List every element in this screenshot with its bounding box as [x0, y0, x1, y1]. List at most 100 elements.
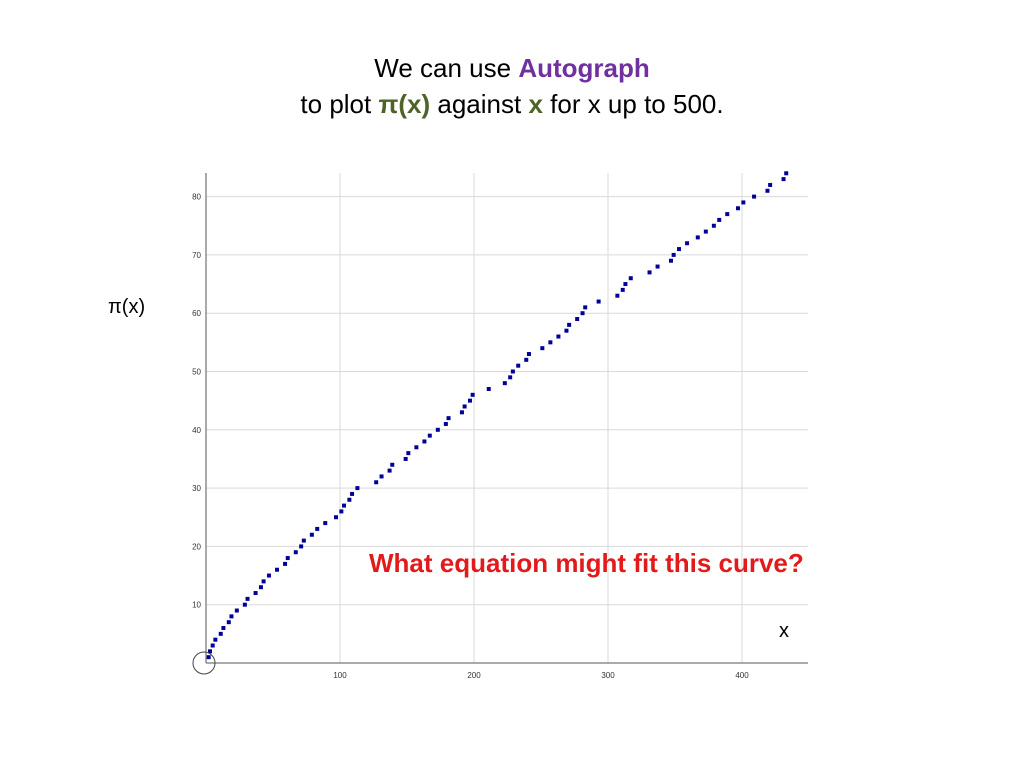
- data-point: [768, 182, 773, 187]
- data-point: [208, 649, 213, 654]
- data-point: [510, 369, 515, 374]
- data-point: [486, 386, 491, 391]
- data-point: [339, 509, 344, 514]
- data-point: [435, 427, 440, 432]
- data-point: [253, 591, 258, 596]
- data-point: [261, 579, 266, 584]
- y-tick-label: 60: [192, 309, 201, 318]
- data-point: [285, 556, 290, 561]
- data-point: [784, 171, 789, 176]
- data-point: [347, 497, 352, 502]
- data-point: [725, 212, 730, 217]
- data-point: [446, 416, 451, 421]
- data-point: [467, 398, 472, 403]
- title-text-2b: against: [430, 89, 529, 119]
- autograph-highlight: Autograph: [518, 53, 650, 83]
- data-point: [695, 235, 700, 240]
- data-point: [556, 334, 561, 339]
- data-point: [735, 206, 740, 211]
- data-point: [210, 643, 215, 648]
- data-point: [671, 252, 676, 257]
- x-axis-label: x: [779, 620, 789, 642]
- data-point: [647, 270, 652, 275]
- data-point: [355, 486, 360, 491]
- title-line-1: We can use Autograph: [0, 50, 1024, 86]
- data-point: [575, 317, 580, 322]
- data-point: [301, 538, 306, 543]
- data-point: [526, 352, 531, 357]
- origin-circle-marker: [192, 651, 216, 675]
- data-point: [266, 573, 271, 578]
- y-tick-label: 30: [192, 484, 201, 493]
- data-point: [752, 194, 757, 199]
- data-point: [245, 596, 250, 601]
- data-point: [414, 445, 419, 450]
- data-point: [221, 626, 226, 631]
- data-point: [677, 247, 682, 252]
- y-tick-label: 40: [192, 426, 201, 435]
- data-point: [406, 451, 411, 456]
- data-point: [427, 433, 432, 438]
- data-point: [516, 363, 521, 368]
- y-tick-label: 80: [192, 193, 201, 202]
- data-point: [422, 439, 427, 444]
- question-text: What equation might fit this curve?: [369, 548, 804, 578]
- data-point: [293, 550, 298, 555]
- data-point: [462, 404, 467, 409]
- title-text-2a: to plot: [300, 89, 379, 119]
- data-point: [524, 357, 529, 362]
- title-text-1: We can use: [374, 53, 519, 83]
- data-point: [628, 276, 633, 281]
- data-point: [323, 521, 328, 526]
- data-point: [567, 322, 572, 327]
- data-point: [685, 241, 690, 246]
- data-point: [580, 311, 585, 316]
- data-point: [242, 602, 247, 607]
- data-point: [374, 480, 379, 485]
- pi-x-highlight: π(x): [378, 89, 431, 119]
- data-point: [213, 637, 218, 642]
- data-point: [333, 515, 338, 520]
- y-tick-label: 10: [192, 601, 201, 610]
- y-axis-label: π(x): [108, 296, 146, 318]
- data-point: [299, 544, 304, 549]
- data-point: [583, 305, 588, 310]
- data-point: [275, 567, 280, 572]
- data-point: [387, 468, 392, 473]
- title-line-2: to plot π(x) against x for x up to 500.: [0, 86, 1024, 122]
- data-point: [502, 381, 507, 386]
- data-point: [470, 392, 475, 397]
- y-tick-label: 50: [192, 368, 201, 377]
- data-point: [655, 264, 660, 269]
- data-point: [443, 421, 448, 426]
- data-point: [781, 177, 786, 182]
- x-tick-label: 400: [735, 671, 749, 680]
- slide-title: We can use Autograph to plot π(x) agains…: [0, 50, 1024, 122]
- data-point: [459, 410, 464, 415]
- data-point: [717, 217, 722, 222]
- data-point: [741, 200, 746, 205]
- data-point: [703, 229, 708, 234]
- data-point: [596, 299, 601, 304]
- data-point: [540, 346, 545, 351]
- y-tick-label: 70: [192, 251, 201, 260]
- data-point: [564, 328, 569, 333]
- x-tick-label: 100: [333, 671, 347, 680]
- data-point: [615, 293, 620, 298]
- data-point: [379, 474, 384, 479]
- x-tick-label: 200: [467, 671, 481, 680]
- chart-axes: [205, 173, 808, 664]
- data-point: [765, 188, 770, 193]
- chart-grid: [206, 173, 808, 663]
- data-point: [711, 223, 716, 228]
- data-point: [229, 614, 234, 619]
- data-point: [403, 456, 408, 461]
- data-point: [309, 532, 314, 537]
- data-point: [390, 462, 395, 467]
- data-point: [283, 561, 288, 566]
- data-point: [508, 375, 513, 380]
- data-point: [623, 282, 628, 287]
- x-tick-label: 300: [601, 671, 615, 680]
- data-point: [258, 585, 263, 590]
